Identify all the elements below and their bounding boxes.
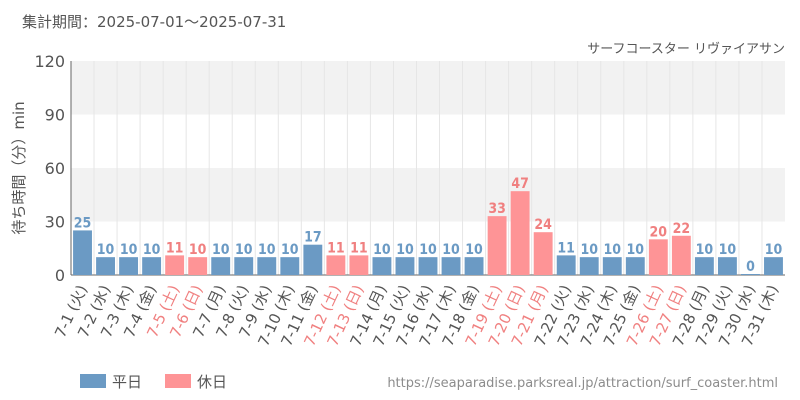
bar — [395, 257, 415, 275]
bar-value-label: 10 — [396, 242, 414, 258]
bar-value-label: 10 — [189, 242, 207, 258]
grid-band — [71, 61, 785, 115]
bar-value-label: 10 — [258, 242, 276, 258]
bar — [464, 257, 484, 275]
bar — [73, 230, 92, 275]
bar-value-label: 10 — [580, 242, 598, 258]
bar — [533, 232, 553, 275]
bar — [142, 257, 162, 275]
attraction-name: サーフコースター リヴァイアサン — [587, 41, 785, 57]
bar — [326, 255, 346, 275]
bar-value-label: 22 — [673, 221, 691, 237]
y-tick-label: 60 — [45, 159, 65, 178]
bar — [510, 191, 530, 275]
bar-value-label: 10 — [696, 242, 714, 258]
legend-swatch-weekday — [80, 374, 106, 388]
bar — [671, 235, 691, 275]
bar-value-label: 10 — [281, 242, 299, 258]
bar — [188, 257, 208, 275]
bar — [764, 257, 783, 275]
y-tick-label: 90 — [45, 106, 65, 125]
bar-value-label: 0 — [746, 259, 755, 275]
bar — [96, 257, 115, 275]
bar — [372, 257, 392, 275]
grid-band — [71, 168, 785, 222]
bar-value-label: 11 — [557, 240, 575, 256]
bar-value-label: 10 — [97, 242, 115, 258]
bar-value-label: 10 — [419, 242, 437, 258]
bar-value-label: 10 — [465, 242, 483, 258]
bar-value-label: 33 — [488, 201, 506, 217]
bar — [556, 255, 576, 275]
bar — [119, 257, 139, 275]
bar-value-label: 10 — [765, 242, 783, 258]
bar — [280, 257, 300, 275]
bar-value-label: 10 — [120, 242, 138, 258]
bar-value-label: 10 — [235, 242, 253, 258]
legend-label-weekday: 平日 — [112, 373, 142, 391]
legend-label-holiday: 休日 — [197, 373, 227, 391]
bar — [441, 257, 461, 275]
bar — [211, 257, 231, 275]
period-label: 集計期間：2025-07-01～2025-07-31 — [22, 13, 286, 31]
bar-value-label: 10 — [442, 242, 460, 258]
legend-swatch-holiday — [165, 374, 191, 388]
bar — [349, 255, 369, 275]
bar-value-label: 24 — [534, 217, 552, 233]
y-tick-label: 30 — [45, 213, 65, 232]
bar-value-label: 10 — [603, 242, 621, 258]
vertical-gridlines — [93, 61, 763, 275]
bars: 25 10 10 10 11 10 10 10 10 10 17 11 11 10 10 10 10 10 33 47… — [73, 176, 783, 275]
y-tick-label: 0 — [55, 266, 65, 285]
bar-value-label: 10 — [627, 242, 645, 258]
bar-value-label: 10 — [719, 242, 737, 258]
x-axis: 7-1 (火)7-2 (水)7-3 (木)7-4 (金)7-5 (土)7-6 (… — [51, 282, 782, 349]
bar — [303, 244, 323, 275]
source-url[interactable]: https://seaparadise.parksreal.jp/attract… — [387, 376, 778, 391]
bar-value-label: 10 — [143, 242, 161, 258]
bar — [625, 257, 645, 275]
bar — [234, 257, 254, 275]
bar-value-label: 10 — [373, 242, 391, 258]
bar-value-label: 20 — [650, 224, 668, 240]
bar — [648, 239, 668, 275]
bar-value-label: 11 — [327, 240, 345, 256]
bar-value-label: 10 — [212, 242, 230, 258]
y-tick-label: 120 — [34, 52, 65, 71]
bar-value-label: 47 — [511, 176, 529, 192]
bar — [602, 257, 622, 275]
bar — [487, 216, 507, 275]
bar-value-label: 11 — [166, 240, 184, 256]
bar — [257, 257, 277, 275]
bar — [579, 257, 599, 275]
bar-value-label: 17 — [304, 230, 322, 246]
grid-bands — [71, 61, 785, 222]
bar — [694, 257, 714, 275]
bar — [418, 257, 438, 275]
legend: 平日 休日 — [80, 373, 227, 391]
bar — [717, 257, 737, 275]
y-axis-title: 待ち時間（分）min — [10, 101, 28, 234]
bar — [741, 274, 760, 275]
bar-value-label: 11 — [350, 240, 368, 256]
bar-value-label: 25 — [74, 215, 92, 231]
bar — [165, 255, 185, 275]
